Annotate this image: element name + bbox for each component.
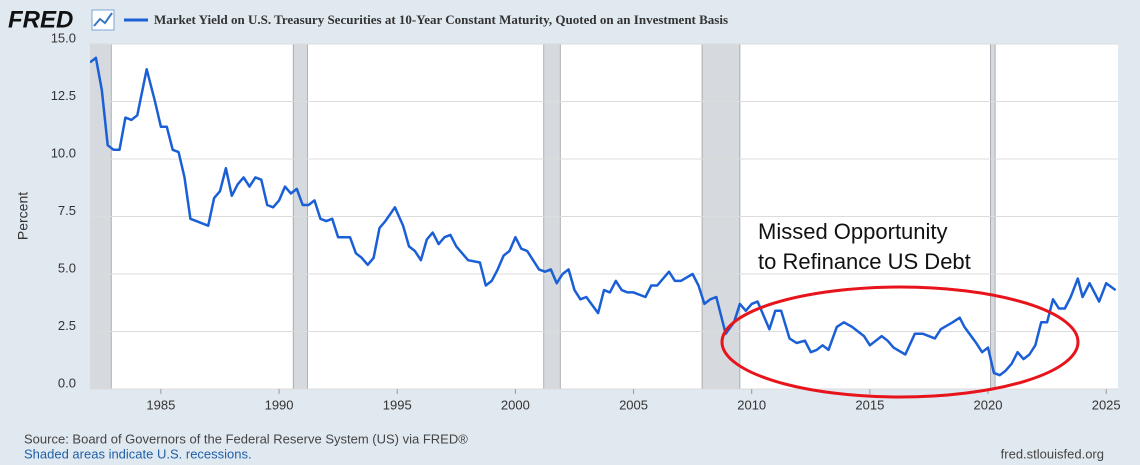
x-tick-label: 2005 — [619, 397, 648, 412]
y-tick-label: 0.0 — [58, 375, 76, 390]
x-tick-label: 1995 — [383, 397, 412, 412]
site-link: fred.stlouisfed.org — [1001, 446, 1104, 461]
line-layer — [90, 56, 1117, 377]
legend-label: Market Yield on U.S. Treasury Securities… — [154, 12, 728, 27]
logo-icon — [91, 9, 115, 31]
x-tick-label: 2020 — [974, 397, 1003, 412]
y-tick-label: 2.5 — [58, 318, 76, 333]
logo-icon-line — [93, 12, 113, 27]
source-note: Source: Board of Governors of the Federa… — [24, 431, 468, 446]
x-tick-label: 2015 — [855, 397, 884, 412]
brand-logo: FRED — [8, 6, 73, 33]
x-tick-label: 1985 — [146, 397, 175, 412]
annotation-line: Missed Opportunity — [758, 219, 948, 244]
data-line — [90, 56, 1117, 377]
y-tick-label: 10.0 — [51, 145, 76, 160]
recession-note: Shaded areas indicate U.S. recessions. — [24, 446, 252, 461]
x-tick-label: 2010 — [737, 397, 766, 412]
x-tick-label: 2000 — [501, 397, 530, 412]
annotation-line: to Refinance US Debt — [758, 249, 971, 274]
y-tick-label: 15.0 — [51, 30, 76, 45]
y-tick-label: 7.5 — [58, 203, 76, 218]
y-axis-label: Percent — [15, 192, 31, 240]
x-tick-label: 1990 — [265, 397, 294, 412]
grid-layer — [90, 43, 1118, 394]
y-tick-label: 12.5 — [51, 88, 76, 103]
x-tick-label: 2025 — [1092, 397, 1121, 412]
y-tick-label: 5.0 — [58, 260, 76, 275]
highlight-ellipse — [720, 285, 1080, 399]
